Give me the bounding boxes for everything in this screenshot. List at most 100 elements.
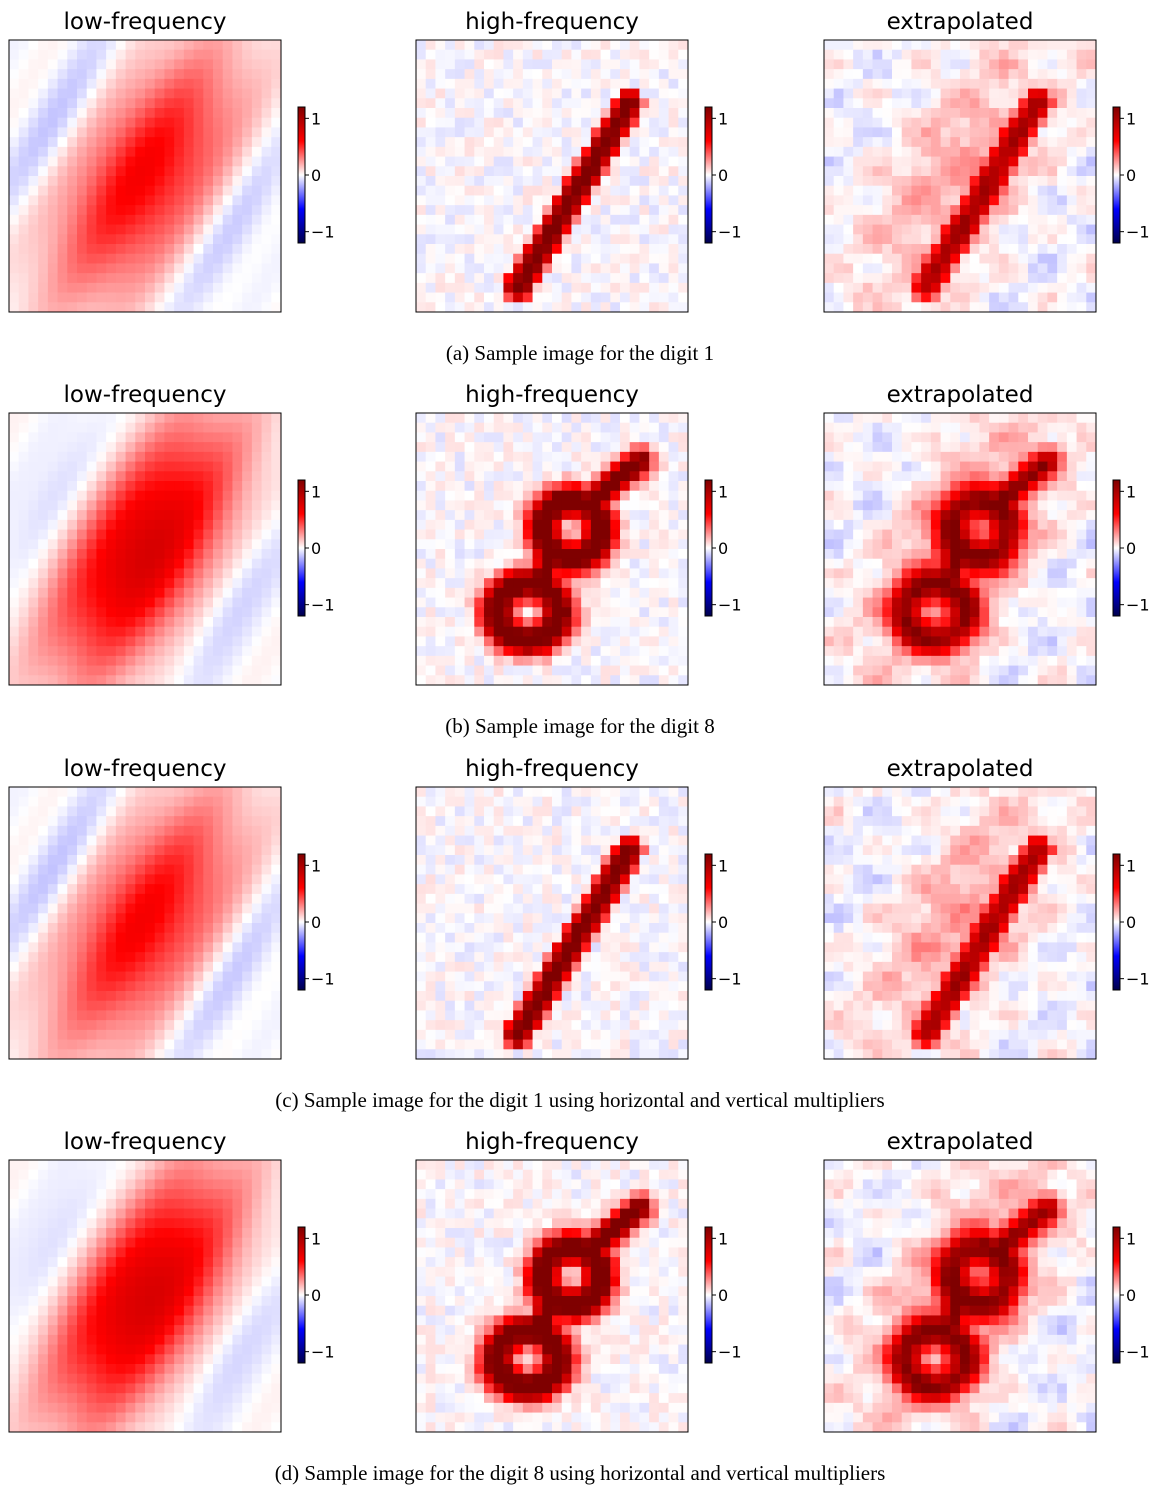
heatmap-cell [115,108,126,119]
heatmap-cell [639,432,650,443]
heatmap-cell [1008,587,1019,598]
heatmap-cell [77,234,88,245]
heatmap-cell [503,49,514,60]
heatmap-cell [9,587,20,598]
heatmap-cell [950,607,961,618]
heatmap-cell [930,214,941,225]
heatmap-cell [86,539,97,550]
heatmap-cell [464,214,475,225]
heatmap-cell [251,422,262,433]
heatmap-cell [183,253,194,264]
heatmap-cell [629,519,640,530]
heatmap-cell [911,263,922,274]
heatmap-cell [86,568,97,579]
heatmap-cell [901,185,912,196]
heatmap-cell [581,442,592,453]
heatmap-cell [862,88,873,99]
heatmap-cell [135,422,146,433]
heatmap-cell [522,500,533,511]
heatmap-cell [425,529,436,540]
heatmap-cell [571,471,582,482]
heatmap-cell [853,205,864,216]
heatmap-cell [542,500,553,511]
heatmap-cell [484,626,495,637]
heatmap-cell [86,519,97,530]
heatmap-cell [940,558,951,569]
heatmap-cell [1037,413,1048,424]
heatmap-cell [115,816,126,827]
heatmap-cell [1008,529,1019,540]
heatmap-cell [882,432,893,443]
heatmap-cell [67,568,78,579]
heatmap-cell [590,292,601,303]
heatmap-cell [484,539,495,550]
heatmap-cell [862,282,873,293]
heatmap-cell [658,451,669,462]
heatmap-cell [1018,655,1029,666]
heatmap-cell [892,156,903,167]
heatmap-cell [678,422,689,433]
heatmap-cell [639,558,650,569]
heatmap-cell [581,59,592,70]
heatmap-cell [862,253,873,264]
heatmap-cell [960,617,971,628]
heatmap-cell [561,675,572,686]
heatmap-cell [115,432,126,443]
heatmap-cell [251,88,262,99]
heatmap-cell [960,117,971,128]
heatmap-cell [649,214,660,225]
heatmap-cell [57,655,68,666]
heatmap-cell [571,578,582,589]
heatmap-cell [843,88,854,99]
heatmap-cell [193,665,204,676]
heatmap-cell [1086,98,1097,109]
heatmap-cell [843,626,854,637]
heatmap-cell [67,587,78,598]
heatmap-cell [154,244,165,255]
heatmap-cell [571,117,582,128]
heatmap-cell [203,617,214,628]
heatmap-cell [930,127,941,138]
heatmap-cell [174,69,185,80]
heatmap-cell [882,108,893,119]
heatmap-cell [1086,578,1097,589]
heatmap-cell [183,49,194,60]
heatmap-cell [416,108,427,119]
heatmap-cell [629,117,640,128]
heatmap-cell [493,224,504,235]
heatmap-cell [222,655,233,666]
heatmap-cell [998,490,1009,501]
heatmap-cell [911,568,922,579]
heatmap-cell [571,263,582,274]
heatmap-cell [203,558,214,569]
heatmap-cell [1008,578,1019,589]
heatmap-cell [940,108,951,119]
heatmap-cell [251,108,262,119]
heatmap-cell [135,835,146,846]
heatmap-cell [1047,273,1058,284]
heatmap-cell [96,166,107,177]
heatmap-cell [629,273,640,284]
heatmap-cell [1086,461,1097,472]
heatmap-cell [1057,282,1068,293]
heatmap-cell [668,244,679,255]
heatmap-cell [911,675,922,686]
heatmap-cell [658,655,669,666]
heatmap-cell [232,675,243,686]
heatmap-cell [464,224,475,235]
heatmap-cell [1008,510,1019,521]
heatmap-cell [1047,646,1058,657]
heatmap-cell [930,146,941,157]
heatmap-cell [213,146,224,157]
heatmap-cell [620,127,631,138]
heatmap-cell [1008,646,1019,657]
heatmap-cell [833,146,844,157]
heatmap-cell [96,78,107,89]
heatmap-cell [232,127,243,138]
heatmap-cell [824,471,835,482]
heatmap-cell [882,146,893,157]
heatmap-cell [222,185,233,196]
heatmap-cell [960,413,971,424]
heatmap-cell [435,78,446,89]
heatmap-cell [542,263,553,274]
